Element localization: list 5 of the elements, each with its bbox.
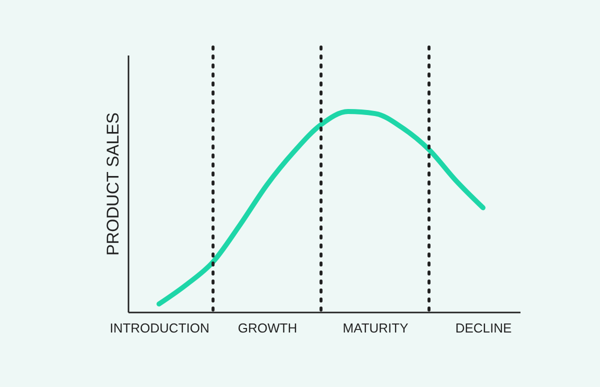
- x-tick-label: MATURITY: [342, 320, 409, 336]
- y-axis-title: PRODUCT SALES: [104, 112, 122, 256]
- x-tick-label: DECLINE: [455, 320, 512, 336]
- x-tick-label: GROWTH: [238, 320, 298, 336]
- x-tick-label: INTRODUCTION: [110, 320, 210, 336]
